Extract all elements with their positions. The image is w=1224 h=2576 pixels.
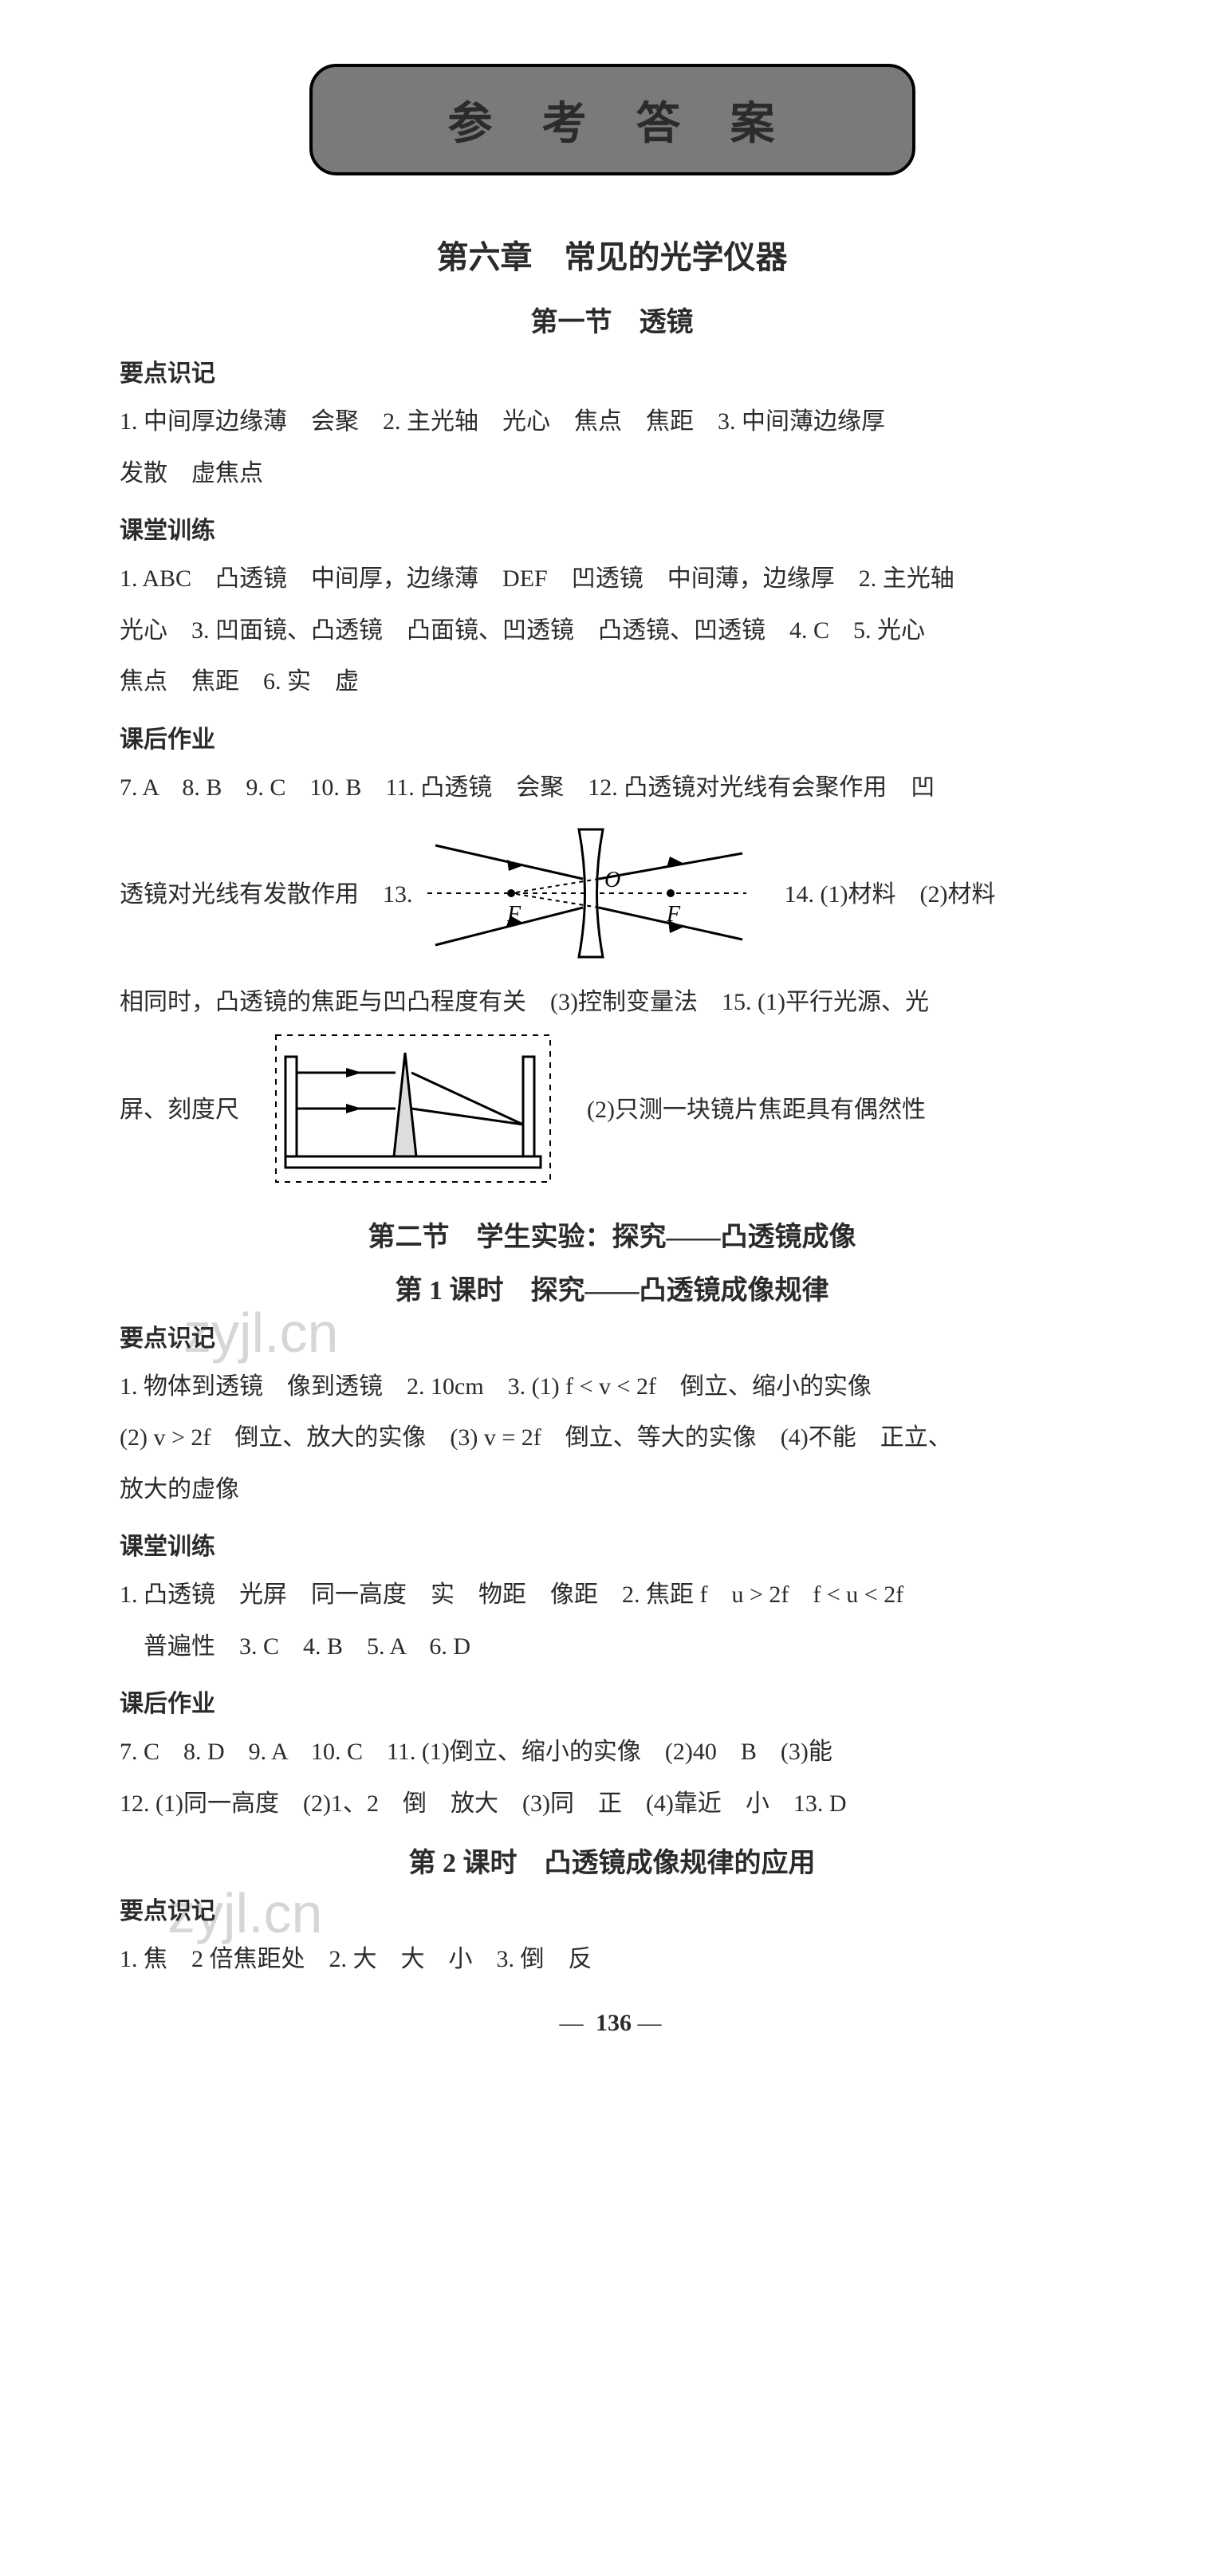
- kehou-2-line-1: 7. C 8. D 9. A 10. C 11. (1)倒立、缩小的实像 (2)…: [120, 1727, 1104, 1778]
- page-dash-right: —: [638, 2010, 665, 2036]
- kehou-1-line-4-post: (2)只测一块镜片焦距具有偶然性: [563, 1085, 926, 1136]
- screen-diagram-icon: [270, 1029, 557, 1188]
- yaodian-2-line-2: (2) v > 2f 倒立、放大的实像 (3) v = 2f 倒立、等大的实像 …: [120, 1412, 1104, 1464]
- lens-diagram-icon: F F O: [419, 813, 754, 973]
- yaodian-head-2: 要点识记: [120, 1318, 1104, 1353]
- ketang-2-line-2: 普遍性 3. C 4. B 5. A 6. D: [120, 1621, 1104, 1673]
- banner-wrap: 参 考 答 案: [120, 64, 1104, 175]
- kehou-1-line-2-post: 14. (1)材料 (2)材料: [761, 869, 996, 921]
- yaodian-head-1: 要点识记: [120, 353, 1104, 388]
- lesson-2-title: 第 2 课时 凸透镜成像规律的应用: [120, 1841, 1104, 1880]
- ketang-head-2: 课堂训练: [120, 1526, 1104, 1562]
- yaodian-1-line-2: 发散 虚焦点: [120, 448, 1104, 500]
- ketang-1-line-2: 光心 3. 凹面镜、凸透镜 凸面镜、凹透镜 凸透镜、凹透镜 4. C 5. 光心: [120, 605, 1104, 657]
- diagram-15-screen: [270, 1029, 557, 1192]
- banner-char-2: 考: [542, 88, 588, 152]
- page-number: 136: [596, 2010, 632, 2036]
- title-banner: 参 考 答 案: [309, 64, 915, 175]
- page-dash-left: —: [560, 2010, 596, 2036]
- section-2-title: 第二节 学生实验：探究——凸透镜成像: [120, 1215, 1104, 1254]
- section-1-title: 第一节 透镜: [120, 300, 1104, 339]
- label-F-right: F: [666, 902, 681, 927]
- label-F-left: F: [506, 902, 521, 927]
- ketang-2-line-1: 1. 凸透镜 光屏 同一高度 实 物距 像距 2. 焦距 f u > 2f f …: [120, 1570, 1104, 1621]
- yaodian-2-line-1: 1. 物体到透镜 像到透镜 2. 10cm 3. (1) f < v < 2f …: [120, 1361, 1104, 1413]
- ketang-1-line-3: 焦点 焦距 6. 实 虚: [120, 656, 1104, 708]
- ketang-1-line-1: 1. ABC 凸透镜 中间厚，边缘薄 DEF 凹透镜 中间薄，边缘厚 2. 主光…: [120, 553, 1104, 605]
- page-number-row: — 136 —: [120, 2010, 1104, 2037]
- kehou-1-line-2-pre: 透镜对光线有发散作用 13.: [120, 869, 413, 921]
- banner-char-4: 案: [730, 88, 777, 152]
- kehou-1-row-13: 透镜对光线有发散作用 13.: [120, 813, 1104, 977]
- kehou-head-1: 课后作业: [120, 719, 1104, 754]
- yaodian-1-line-1: 1. 中间厚边缘薄 会聚 2. 主光轴 光心 焦点 焦距 3. 中间薄边缘厚: [120, 396, 1104, 448]
- ketang-head-1: 课堂训练: [120, 510, 1104, 546]
- kehou-1-line-3: 相同时，凸透镜的焦距与凹凸程度有关 (3)控制变量法 15. (1)平行光源、光: [120, 977, 1104, 1029]
- kehou-1-line-4-pre: 屏、刻度尺: [120, 1085, 263, 1136]
- yaodian-head-3: 要点识记: [120, 1891, 1104, 1926]
- kehou-1-row-15: 屏、刻度尺 (2: [120, 1029, 1104, 1192]
- kehou-1-line-1: 7. A 8. B 9. C 10. B 11. 凸透镜 会聚 12. 凸透镜对…: [120, 762, 1104, 814]
- banner-char-3: 答: [636, 88, 683, 152]
- kehou-2-line-2: 12. (1)同一高度 (2)1、2 倒 放大 (3)同 正 (4)靠近 小 1…: [120, 1778, 1104, 1830]
- yaodian-2-line-3: 放大的虚像: [120, 1464, 1104, 1516]
- yaodian-3-line-1: 1. 焦 2 倍焦距处 2. 大 大 小 3. 倒 反: [120, 1934, 1104, 1986]
- page-root: 参 考 答 案 第六章 常见的光学仪器 第一节 透镜 要点识记 1. 中间厚边缘…: [0, 0, 1224, 2085]
- banner-char-1: 参: [448, 88, 494, 152]
- diagram-13-lens: F F O: [419, 813, 754, 977]
- kehou-head-2: 课后作业: [120, 1684, 1104, 1719]
- label-O: O: [604, 868, 620, 892]
- lesson-1-title: 第 1 课时 探究——凸透镜成像规律: [120, 1268, 1104, 1307]
- chapter-title: 第六章 常见的光学仪器: [120, 231, 1104, 278]
